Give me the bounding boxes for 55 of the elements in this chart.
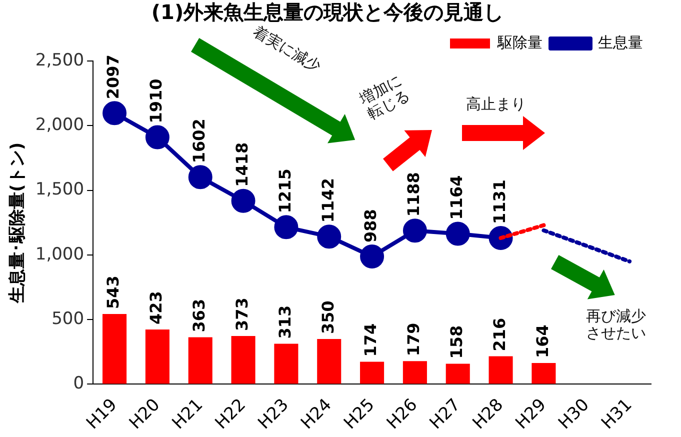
y-tick-label: 500 (52, 309, 84, 330)
bar (360, 362, 384, 384)
data-label: 164 (532, 324, 552, 358)
data-label: 179 (404, 322, 424, 356)
legend-label: 駆除量 (496, 33, 542, 52)
point (231, 188, 256, 213)
bar (188, 337, 212, 384)
point (145, 125, 170, 150)
bar (317, 338, 342, 384)
bar (102, 314, 127, 384)
bar (402, 361, 427, 384)
data-label: 543 (104, 276, 123, 310)
point (188, 165, 212, 190)
data-label: 313 (275, 305, 294, 339)
point (446, 222, 470, 246)
data-label: 988 (361, 209, 380, 242)
bar (145, 330, 170, 384)
bar (231, 336, 256, 384)
data-label: 2097 (104, 54, 123, 100)
data-label: 363 (190, 298, 209, 332)
annotation: 増加に転じる (356, 70, 414, 124)
data-label: 1418 (232, 142, 252, 187)
data-label: 350 (318, 300, 338, 334)
data-label: 373 (232, 298, 252, 332)
bar (446, 364, 470, 384)
data-label: 1602 (190, 118, 209, 164)
data-label: 216 (490, 318, 509, 352)
point (360, 244, 384, 268)
bar (274, 344, 298, 384)
legend-label: 生息量 (598, 33, 643, 52)
y-tick-label: 1,000 (35, 244, 84, 264)
y-tick-label: 1,500 (35, 180, 84, 200)
data-label: 423 (146, 291, 166, 325)
point (102, 101, 127, 126)
bar (488, 356, 513, 384)
annotation: 再び減少させたい (586, 307, 647, 342)
point (317, 224, 342, 249)
data-label: 158 (447, 325, 466, 359)
annotation: 着実に減少 (250, 22, 324, 76)
bar (532, 363, 556, 384)
y-tick-label: 2,500 (35, 50, 84, 70)
data-label: 174 (361, 323, 380, 357)
point (402, 218, 427, 243)
y-tick-label: 0 (73, 374, 84, 394)
annotation: 高止まり (466, 95, 527, 114)
data-label: 1164 (447, 175, 466, 220)
data-label: 1188 (404, 172, 424, 217)
data-label: 1215 (275, 168, 294, 214)
data-label: 1910 (146, 78, 166, 124)
y-axis-title: 生息量･駆除量(トン) (8, 142, 28, 304)
chart-title: (1)外来魚生息量の現状と今後の見通し (151, 0, 504, 24)
data-label: 1142 (318, 178, 338, 223)
data-label: 1131 (490, 179, 509, 224)
y-tick-label: 2,000 (35, 115, 84, 136)
point (274, 215, 298, 240)
